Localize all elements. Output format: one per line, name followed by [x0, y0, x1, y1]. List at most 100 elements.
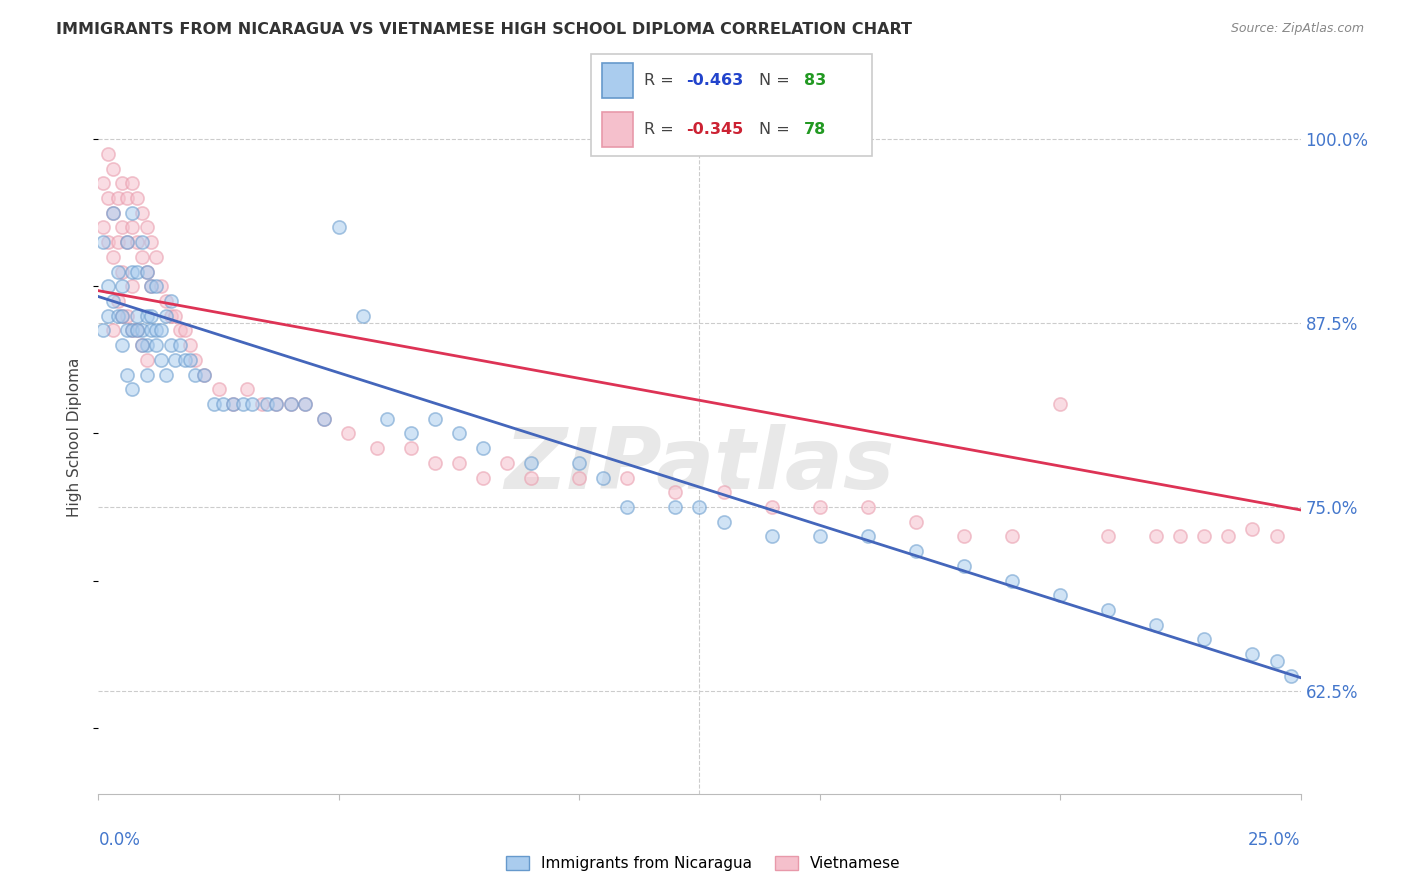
Point — [568, 456, 591, 470]
Point — [294, 397, 316, 411]
Point — [856, 529, 879, 543]
Point — [121, 323, 143, 337]
Point — [155, 293, 177, 308]
Point — [141, 279, 163, 293]
Point — [145, 323, 167, 337]
Point — [111, 309, 134, 323]
Point — [117, 235, 139, 249]
Point — [107, 235, 129, 249]
Text: R =: R = — [644, 122, 679, 137]
Point — [520, 470, 543, 484]
Point — [121, 176, 143, 190]
Text: IMMIGRANTS FROM NICARAGUA VS VIETNAMESE HIGH SCHOOL DIPLOMA CORRELATION CHART: IMMIGRANTS FROM NICARAGUA VS VIETNAMESE … — [56, 22, 912, 37]
Point — [399, 426, 422, 441]
Point — [125, 264, 148, 278]
Point — [250, 397, 273, 411]
Point — [101, 323, 124, 337]
Point — [664, 485, 686, 500]
Point — [165, 352, 187, 367]
Point — [520, 456, 543, 470]
Point — [165, 309, 187, 323]
Point — [135, 309, 157, 323]
Point — [1097, 603, 1119, 617]
Point — [808, 529, 831, 543]
Point — [953, 558, 976, 573]
Point — [236, 382, 259, 396]
Point — [1241, 522, 1264, 536]
Point — [111, 176, 134, 190]
Point — [280, 397, 302, 411]
Text: 83: 83 — [804, 72, 827, 87]
Point — [472, 441, 495, 455]
Point — [145, 279, 167, 293]
Text: 0.0%: 0.0% — [98, 830, 141, 848]
Point — [121, 264, 143, 278]
Point — [375, 411, 398, 425]
Point — [159, 309, 181, 323]
Point — [352, 309, 374, 323]
Point — [193, 368, 215, 382]
Point — [97, 191, 120, 205]
Point — [141, 235, 163, 249]
Point — [91, 323, 114, 337]
Point — [155, 368, 177, 382]
Point — [904, 544, 927, 558]
Point — [856, 500, 879, 514]
Point — [131, 250, 153, 264]
Point — [713, 485, 735, 500]
Text: R =: R = — [644, 72, 679, 87]
Text: N =: N = — [759, 72, 796, 87]
Point — [314, 411, 336, 425]
Point — [1170, 529, 1192, 543]
Point — [240, 397, 263, 411]
Y-axis label: High School Diploma: High School Diploma — [67, 358, 83, 516]
Point — [266, 397, 288, 411]
Legend: Immigrants from Nicaragua, Vietnamese: Immigrants from Nicaragua, Vietnamese — [499, 850, 907, 877]
Point — [117, 309, 139, 323]
Point — [183, 368, 205, 382]
Point — [280, 397, 302, 411]
Point — [179, 352, 201, 367]
Point — [101, 250, 124, 264]
Point — [1144, 617, 1167, 632]
Point — [117, 323, 139, 337]
Point — [135, 352, 157, 367]
Point — [135, 220, 157, 235]
Point — [616, 470, 638, 484]
Point — [101, 205, 124, 219]
Point — [145, 338, 167, 352]
Point — [808, 500, 831, 514]
Point — [101, 293, 124, 308]
Point — [145, 250, 167, 264]
Point — [616, 500, 638, 514]
Point — [399, 441, 422, 455]
Point — [111, 338, 134, 352]
Point — [592, 470, 614, 484]
Point — [689, 500, 711, 514]
Point — [149, 352, 172, 367]
Point — [314, 411, 336, 425]
Point — [107, 293, 129, 308]
Text: -0.345: -0.345 — [686, 122, 744, 137]
Point — [159, 293, 181, 308]
Point — [222, 397, 245, 411]
Point — [121, 220, 143, 235]
Point — [1144, 529, 1167, 543]
Point — [266, 397, 288, 411]
Point — [117, 368, 139, 382]
Point — [1218, 529, 1240, 543]
Point — [111, 309, 134, 323]
Point — [1049, 588, 1071, 602]
Point — [953, 529, 976, 543]
Point — [1194, 529, 1216, 543]
Point — [131, 205, 153, 219]
Point — [135, 264, 157, 278]
Point — [131, 338, 153, 352]
Point — [423, 456, 446, 470]
Point — [111, 279, 134, 293]
FancyBboxPatch shape — [602, 112, 633, 147]
Point — [761, 529, 783, 543]
Point — [97, 279, 120, 293]
Point — [423, 411, 446, 425]
Point — [141, 309, 163, 323]
